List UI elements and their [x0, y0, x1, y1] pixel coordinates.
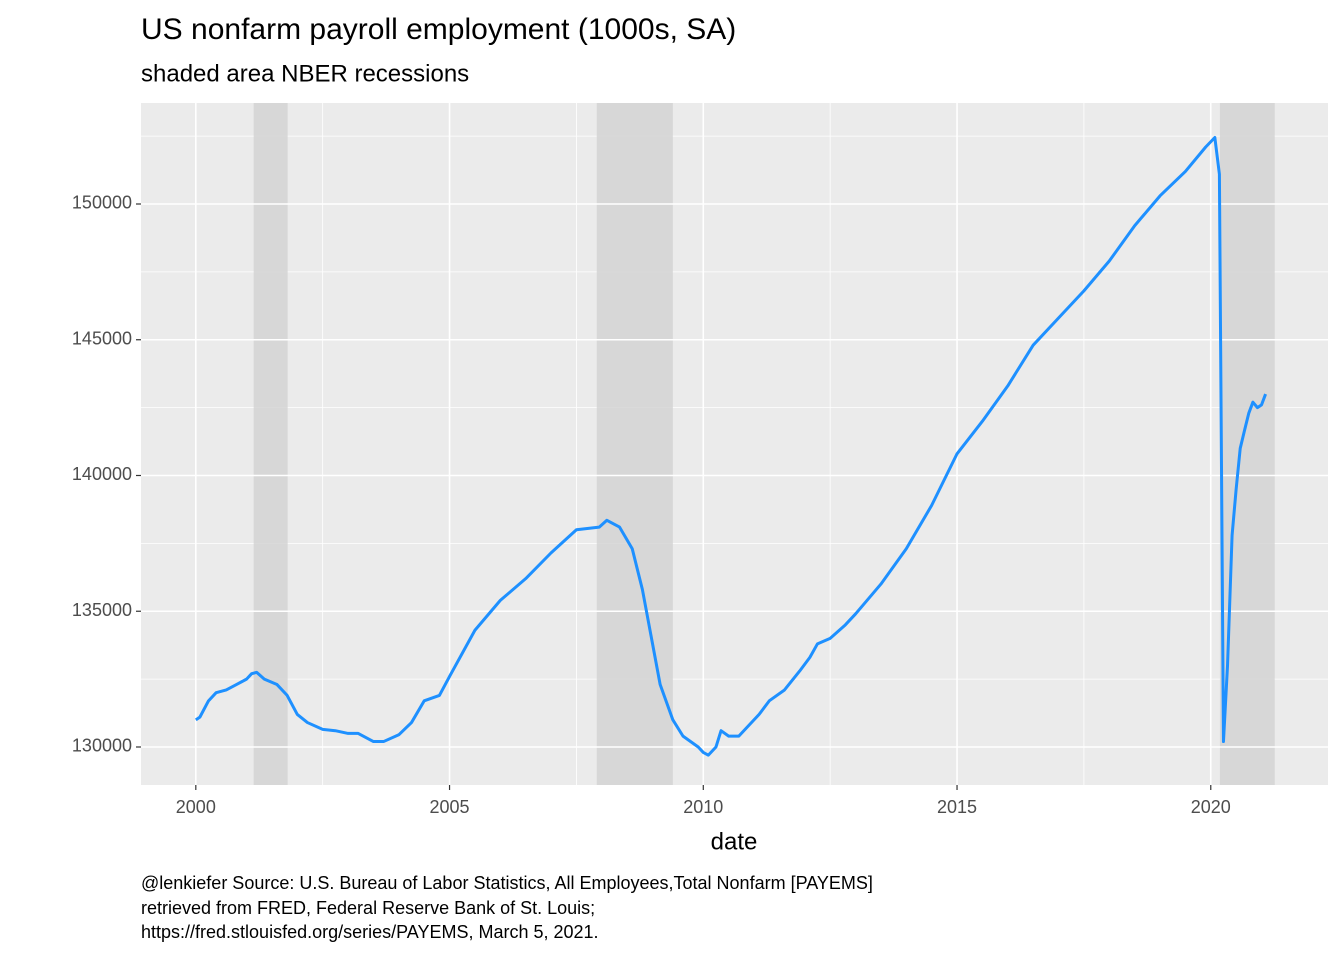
- y-tick-label: 130000: [72, 736, 132, 756]
- y-tick-label: 145000: [72, 328, 132, 348]
- caption-line: @lenkiefer Source: U.S. Bureau of Labor …: [141, 873, 873, 893]
- plot-panel: [141, 103, 1328, 785]
- y-tick-label: 135000: [72, 600, 132, 620]
- caption-line: https://fred.stlouisfed.org/series/PAYEM…: [141, 922, 599, 942]
- x-tick-label: 2000: [176, 797, 216, 817]
- recession-band: [253, 103, 288, 785]
- chart-title: US nonfarm payroll employment (1000s, SA…: [141, 13, 736, 46]
- series-line: [194, 135, 1267, 757]
- x-tick-label: 2015: [937, 797, 977, 817]
- chart-subtitle: shaded area NBER recessions: [141, 60, 469, 87]
- recession-band: [1219, 103, 1275, 785]
- caption-line: retrieved from FRED, Federal Reserve Ban…: [141, 898, 595, 918]
- x-tick-label: 2005: [430, 797, 470, 817]
- x-axis-label: date: [711, 828, 758, 855]
- y-tick-label: 150000: [72, 193, 132, 213]
- x-tick-label: 2010: [683, 797, 723, 817]
- y-tick-label: 140000: [72, 464, 132, 484]
- x-tick-label: 2020: [1191, 797, 1231, 817]
- recession-band: [596, 103, 673, 785]
